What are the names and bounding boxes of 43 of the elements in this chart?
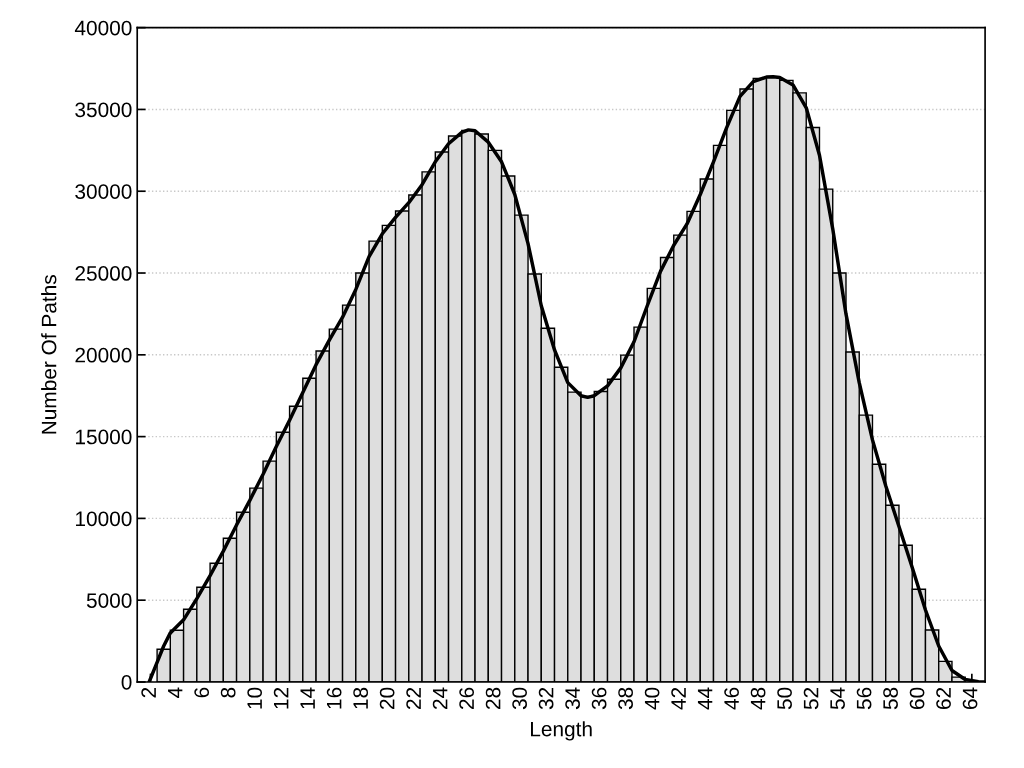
x-tick-label: 46 xyxy=(724,687,739,710)
x-tick-label: 48 xyxy=(750,687,766,710)
x-tick-label: 14 xyxy=(300,687,315,709)
x-tick-label: 34 xyxy=(565,687,580,710)
x-tick-label: 40 xyxy=(644,687,660,710)
x-tick-label: 2 xyxy=(141,687,156,698)
x-tick-label: 36 xyxy=(591,687,607,710)
y-tick-label: 20000 xyxy=(75,347,132,363)
x-tick-label: 8 xyxy=(220,687,236,698)
x-tick-label: 24 xyxy=(432,687,448,709)
x-tick-label: 52 xyxy=(803,687,819,710)
x-tick-label: 22 xyxy=(406,687,421,709)
y-tick-label: 35000 xyxy=(75,102,132,118)
x-tick-label: 28 xyxy=(485,687,501,709)
x-tick-label: 60 xyxy=(909,687,925,709)
x-tick-label: 54 xyxy=(830,687,845,710)
y-tick-label: 10000 xyxy=(76,511,132,527)
x-axis-title: Length xyxy=(531,721,592,741)
x-tick-label: 10 xyxy=(247,687,263,709)
y-tick-label: 30000 xyxy=(75,184,132,199)
x-tick-label: 6 xyxy=(194,687,210,698)
x-tick-label: 20 xyxy=(379,687,395,709)
x-tick-label: 12 xyxy=(273,687,289,709)
y-tick-label: 25000 xyxy=(75,266,132,281)
x-tick-label: 58 xyxy=(883,687,898,710)
y-tick-label: 0 xyxy=(121,674,132,690)
x-tick-label: 50 xyxy=(777,687,792,710)
x-tick-label: 62 xyxy=(936,687,951,709)
x-tick-label: 44 xyxy=(697,687,713,710)
y-axis-title: Number Of Paths xyxy=(41,275,57,434)
x-tick-label: 38 xyxy=(618,687,633,710)
x-tick-label: 16 xyxy=(326,687,342,709)
x-tick-label: 32 xyxy=(538,687,554,710)
y-tick-label: 15000 xyxy=(76,429,132,445)
x-tick-label: 42 xyxy=(671,687,686,710)
x-tick-label: 4 xyxy=(168,687,183,698)
x-tick-label: 30 xyxy=(512,687,527,710)
x-tick-label: 64 xyxy=(962,687,978,709)
y-tick-label: 5000 xyxy=(86,593,132,608)
x-tick-label: 26 xyxy=(459,687,475,709)
x-tick-label: 18 xyxy=(353,687,369,709)
y-tick-label: 40000 xyxy=(74,20,132,36)
x-tick-label: 56 xyxy=(856,687,872,710)
